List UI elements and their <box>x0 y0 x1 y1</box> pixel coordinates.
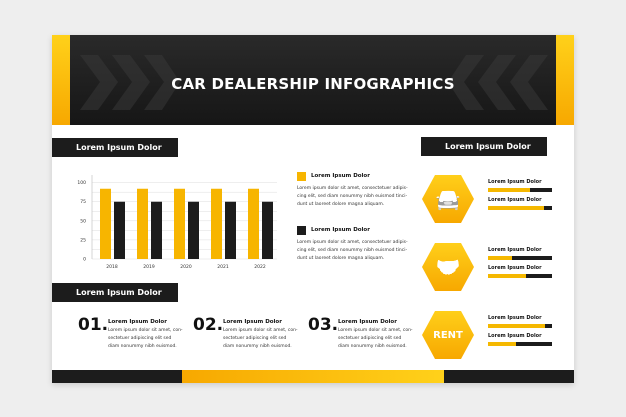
x-tick-label: 2022 <box>254 264 266 270</box>
legend-swatch-dark <box>297 226 306 235</box>
bar-chart: 0 25 50 75 100 2018 2019 2020 2021 2022 <box>77 175 277 270</box>
text-line: sectetuer adipiscing elit sed <box>223 336 287 341</box>
page-title: CAR DEALERSHIP INFOGRAPHICS <box>171 75 455 93</box>
step-text: Lorem ipsum dolor sit amet, con-sectetue… <box>108 327 183 351</box>
progress-label: Lorem Ipsum Dolor <box>488 333 542 339</box>
services-section-heading: Lorem Ipsum Dolor <box>421 137 547 156</box>
x-tick-label: 2021 <box>217 264 229 270</box>
x-tick-label: 2019 <box>143 264 155 270</box>
chevron-right-decoration-icon <box>80 55 180 110</box>
bar-yellow <box>174 188 185 259</box>
footer-bar <box>52 370 574 383</box>
step-text: Lorem ipsum dolor sit amet, con-sectetue… <box>223 327 298 351</box>
text-line: Lorem ipsum dolor sit amet, con- <box>223 328 298 333</box>
text-line: sectetuer adipiscing elit sed <box>338 336 402 341</box>
progress-label: Lorem Ipsum Dolor <box>488 197 542 203</box>
text-line: diam nonummy nibh euismod. <box>223 344 292 349</box>
progress-bar <box>488 342 552 346</box>
rent-badge: RENT <box>433 329 463 341</box>
yellow-strip-right <box>556 35 574 125</box>
car-price-icon: 🚘 <box>422 175 474 223</box>
text-line: dunt ut laoreet dolore magna aliquam. <box>297 256 385 261</box>
chevron-left-decoration-icon <box>448 55 548 110</box>
progress-fill <box>488 324 545 328</box>
step-title: Lorem Ipsum Dolor <box>108 319 167 325</box>
bar-yellow <box>100 188 111 259</box>
car-loan-hand-icon: 🤝 <box>422 243 474 291</box>
yellow-strip-left <box>52 35 70 125</box>
bar-dark <box>262 201 273 259</box>
text-line: cing elit, sed diam nonummy nibh euismod… <box>297 194 408 199</box>
text-line: diam nonummy nibh euismod. <box>108 344 177 349</box>
progress-bar <box>488 256 552 260</box>
progress-fill <box>488 274 526 278</box>
legend-swatch-yellow <box>297 172 306 181</box>
y-tick-label: 0 <box>83 257 86 263</box>
text-line: sectetuer adipiscing elit sed <box>108 336 172 341</box>
infographic-card: CAR DEALERSHIP INFOGRAPHICS Lorem Ipsum … <box>52 35 574 383</box>
bar-dark <box>114 201 125 259</box>
bar-dark <box>225 201 236 259</box>
y-tick-label: 100 <box>77 180 86 186</box>
x-tick-label: 2020 <box>180 264 192 270</box>
step-number: 01. <box>78 315 109 335</box>
text-line: Lorem ipsum dolor sit amet, consectetuer… <box>297 186 408 191</box>
y-tick-label: 75 <box>80 199 86 205</box>
progress-label: Lorem Ipsum Dolor <box>488 315 542 321</box>
legend-text: Lorem ipsum dolor sit amet, consectetuer… <box>297 185 408 209</box>
progress-fill <box>488 206 544 210</box>
header-banner: CAR DEALERSHIP INFOGRAPHICS <box>52 35 574 125</box>
text-line: cing elit, sed diam nonummy nibh euismod… <box>297 248 408 253</box>
progress-bar <box>488 206 552 210</box>
step-title: Lorem Ipsum Dolor <box>223 319 282 325</box>
progress-label: Lorem Ipsum Dolor <box>488 265 542 271</box>
step-number: 03. <box>308 315 339 335</box>
y-tick-label: 25 <box>80 237 86 243</box>
progress-fill <box>488 188 530 192</box>
chart-section-heading: Lorem Ipsum Dolor <box>52 138 178 157</box>
text-line: dunt ut laoreet dolore magna aliquam. <box>297 202 385 207</box>
bar-yellow <box>137 188 148 259</box>
car-rent-icon: RENT <box>422 311 474 359</box>
progress-label: Lorem Ipsum Dolor <box>488 247 542 253</box>
progress-bar <box>488 324 552 328</box>
bar-dark <box>151 201 162 259</box>
bar-dark <box>188 201 199 259</box>
text-line: Lorem ipsum dolor sit amet, con- <box>338 328 413 333</box>
steps-section-heading: Lorem Ipsum Dolor <box>52 283 178 302</box>
legend-text: Lorem ipsum dolor sit amet, consectetuer… <box>297 239 408 263</box>
step-title: Lorem Ipsum Dolor <box>338 319 397 325</box>
legend-label: Lorem Ipsum Dolor <box>311 227 370 233</box>
legend-label: Lorem Ipsum Dolor <box>311 173 370 179</box>
footer-accent <box>182 370 444 383</box>
progress-bar <box>488 188 552 192</box>
x-tick-label: 2018 <box>106 264 118 270</box>
bar-yellow <box>211 188 222 259</box>
step-text: Lorem ipsum dolor sit amet, con-sectetue… <box>338 327 413 351</box>
progress-label: Lorem Ipsum Dolor <box>488 179 542 185</box>
step-number: 02. <box>193 315 224 335</box>
progress-fill <box>488 342 517 346</box>
text-line: Lorem ipsum dolor sit amet, con- <box>108 328 183 333</box>
bar-yellow <box>248 188 259 259</box>
text-line: diam nonummy nibh euismod. <box>338 344 407 349</box>
text-line: Lorem ipsum dolor sit amet, consectetuer… <box>297 240 408 245</box>
progress-bar <box>488 274 552 278</box>
y-tick-label: 50 <box>80 218 86 224</box>
progress-fill <box>488 256 513 260</box>
